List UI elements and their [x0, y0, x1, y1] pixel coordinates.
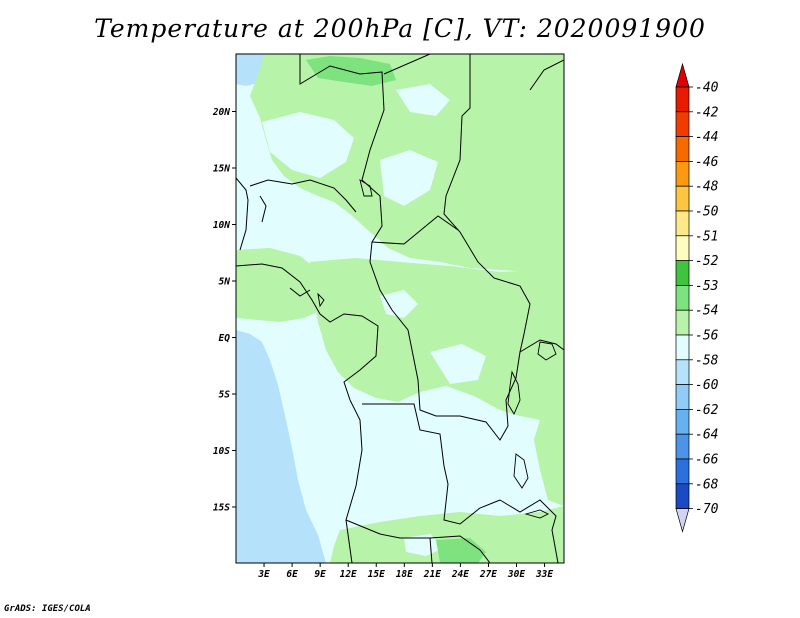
field-north-hole-2 — [380, 150, 438, 206]
x-tick-label: 33E — [535, 569, 553, 580]
y-tick-label: 10S — [213, 446, 230, 457]
colorbar-high-arrow — [675, 62, 690, 88]
colorbar-swatch — [675, 86, 690, 113]
chart-title: Temperature at 200hPa [C], VT: 202009190… — [94, 14, 706, 43]
colorbar: -40 -42 -44 -46 -48 -50 -51 -52 -53 -54 -56 -58 -60 -… — [675, 62, 719, 533]
field-central-hole-1 — [430, 344, 486, 384]
lakes — [317, 179, 557, 519]
field-patch-52-south — [436, 538, 486, 563]
field-patch-52-north — [306, 56, 396, 86]
colorbar-label: -44 — [695, 130, 718, 145]
colorbar-label: -62 — [695, 403, 719, 418]
field-eastcoast-53 — [534, 400, 564, 506]
colorbar-label: -54 — [695, 304, 718, 319]
colorbar-low-arrow — [675, 508, 690, 533]
x-tick-label: 27E — [479, 569, 497, 580]
colorbar-swatch — [675, 210, 690, 237]
y-tick-label: EQ — [219, 333, 231, 344]
field-north-hole-1 — [262, 112, 354, 178]
y-tick-label: 20N — [212, 107, 230, 118]
colorbar-label: -68 — [695, 477, 719, 492]
colorbar-label: -51 — [695, 229, 718, 244]
x-axis: 3E 6E 9E 12E 15E 18E 21E 24E 27E 30E 33E — [257, 563, 553, 580]
colorbar-swatch — [675, 483, 690, 509]
colorbar-label: -64 — [695, 428, 718, 443]
colorbar-swatch — [675, 384, 690, 410]
colorbar-label: -50 — [695, 205, 719, 220]
colorbar-swatch — [675, 359, 690, 385]
colorbar-swatch — [675, 260, 690, 286]
field-north-hole-3 — [396, 84, 450, 116]
colorbar-swatch — [675, 334, 690, 361]
x-tick-label: 12E — [340, 569, 357, 580]
colorbar-label: -52 — [695, 254, 719, 269]
field-central-hole-2 — [380, 290, 418, 318]
colorbar-label: -56 — [695, 329, 719, 344]
colorbar-label: -40 — [695, 81, 719, 96]
map-field — [236, 54, 564, 563]
y-tick-label: 5N — [219, 277, 231, 288]
x-tick-label: 9E — [314, 569, 326, 580]
colorbar-label: -70 — [695, 502, 719, 517]
colorbar-label: -46 — [695, 155, 719, 170]
x-tick-label: 3E — [257, 569, 270, 580]
footer-credit: GrADS: IGES/COLA — [4, 604, 91, 614]
colorbar-swatch — [675, 111, 690, 137]
colorbar-swatch — [675, 185, 690, 212]
y-tick-label: 10N — [213, 220, 230, 231]
colorbar-swatch — [675, 161, 690, 187]
x-tick-label: 21E — [423, 569, 441, 580]
x-tick-label: 6E — [286, 569, 298, 580]
x-tick-label: 15E — [368, 569, 385, 580]
y-tick-label: 5S — [219, 390, 231, 401]
colorbar-label: -58 — [695, 353, 719, 368]
colorbar-swatch — [675, 433, 690, 460]
colorbar-label: -60 — [695, 378, 719, 393]
field-westcoast-53 — [236, 248, 330, 322]
country-borders — [236, 54, 564, 563]
colorbar-label: -53 — [695, 279, 718, 294]
y-axis: 20N 15N 10N 5N EQ 5S 10S 15S — [212, 107, 236, 514]
x-tick-label: 18E — [396, 569, 413, 580]
colorbar-swatch — [675, 309, 690, 336]
map-frame — [235, 53, 565, 564]
colorbar-swatch — [675, 285, 690, 311]
colorbar-swatch — [675, 136, 690, 162]
field-central-53 — [310, 258, 564, 420]
field-south-hole — [404, 534, 444, 556]
colorbar-label: -66 — [695, 453, 719, 468]
colorbar-label: -48 — [695, 180, 719, 195]
colorbar-swatch — [675, 458, 690, 485]
y-tick-label: 15N — [213, 164, 230, 175]
field-atlantic-56 — [236, 330, 326, 563]
x-tick-label: 30E — [507, 569, 525, 580]
y-tick-label: 15S — [213, 503, 230, 514]
x-tick-label: 24E — [451, 569, 469, 580]
colorbar-label: -42 — [695, 105, 719, 120]
colorbar-swatch — [675, 409, 690, 435]
colorbar-swatch — [675, 235, 690, 261]
field-south-53 — [330, 506, 564, 563]
